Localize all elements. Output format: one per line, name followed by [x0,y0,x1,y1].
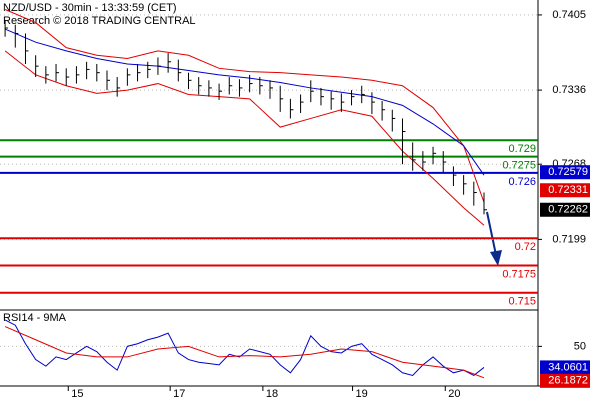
value-box-label: 34.0601 [548,361,588,373]
value-box [540,373,590,388]
value-box-label: 0.72331 [548,184,588,196]
y-tick-label: 0.7405 [552,9,586,21]
value-box [540,183,590,198]
level-label: 0.729 [508,143,536,155]
value-box [540,360,590,375]
level-label: 0.72 [515,241,536,253]
y-tick-label: 0.7336 [552,84,586,96]
value-box [540,165,590,180]
value-box-label: 0.72579 [548,166,588,178]
chart-title: NZD/USD - 30min - 13:33:59 (CET) [3,2,177,14]
x-tick-label: 15 [71,388,83,400]
value-box-label: 0.72262 [548,204,588,216]
rsi-title: RSI14 - 9MA [3,312,67,324]
x-tick-label: 20 [448,388,460,400]
level-label: 0.7275 [502,159,536,171]
indicator-line [4,9,485,203]
y-tick-label: 50 [574,340,586,352]
level-label: 0.726 [508,176,536,188]
chart-subtitle: Research © 2018 TRADING CENTRAL [3,15,196,27]
x-tick-label: 17 [173,388,185,400]
level-label: 0.7175 [502,268,536,280]
value-box [540,202,590,217]
rsi-line [4,319,485,377]
rsi-line [4,326,485,379]
value-box-label: 26.1872 [548,375,588,387]
x-tick-label: 18 [266,388,278,400]
y-tick-label: 0.7199 [552,233,586,245]
forecast-arrow [486,211,502,266]
level-label: 0.715 [508,296,536,308]
x-tick-label: 19 [356,388,368,400]
